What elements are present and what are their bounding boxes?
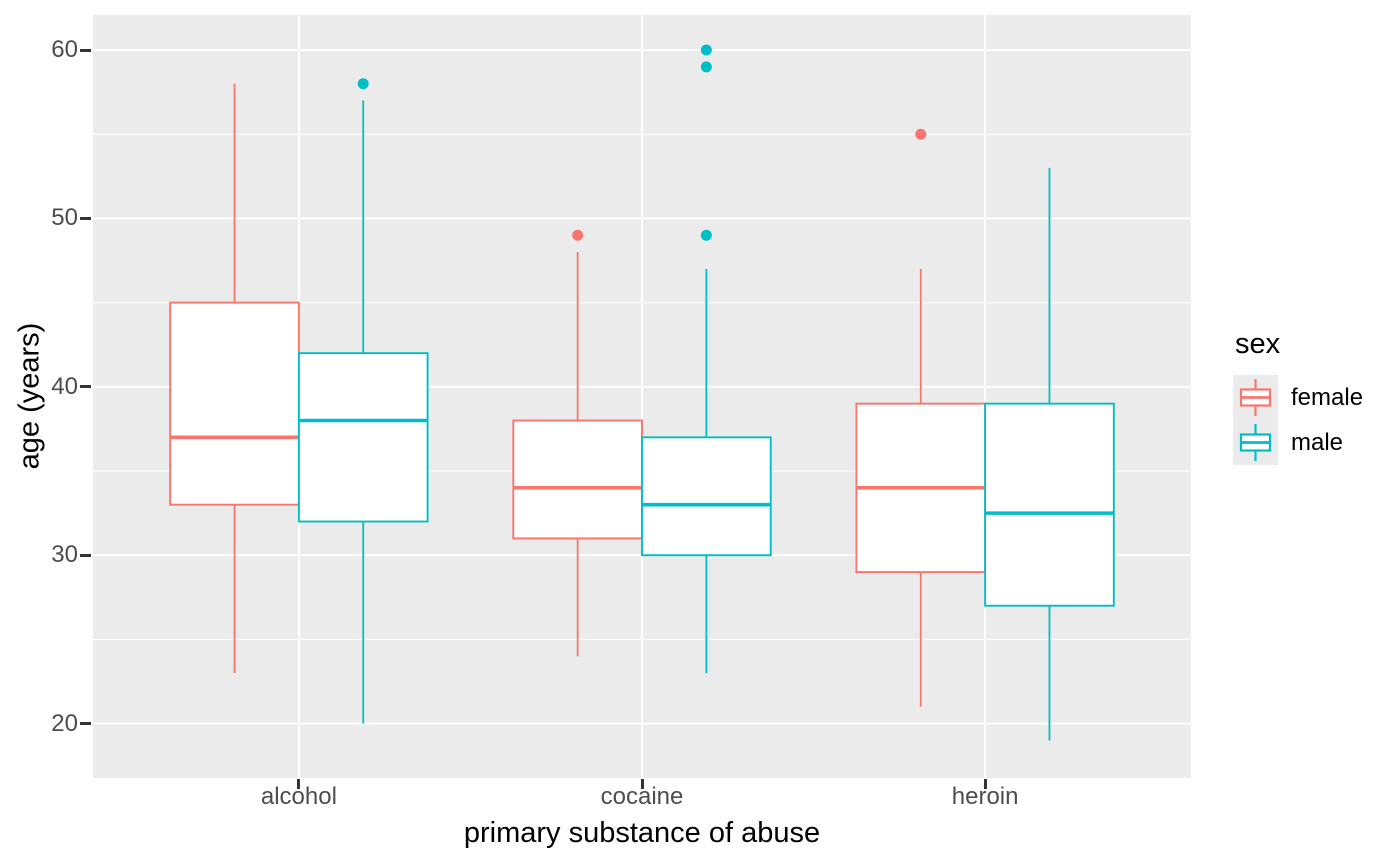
legend-entry-male: male: [1233, 420, 1363, 465]
y-tick-mark: [80, 385, 91, 389]
y-tick-mark: [80, 722, 91, 726]
boxplot-key-icon: [1233, 375, 1278, 420]
y-tick-mark: [80, 553, 91, 557]
y-tick-mark: [80, 48, 91, 52]
boxplot-canvas: [93, 15, 1191, 778]
y-tick-label-50: 50: [51, 204, 78, 232]
x-tick-mark: [640, 779, 644, 789]
legend-title: sex: [1235, 328, 1281, 360]
plot-panel: [93, 15, 1191, 778]
y-tick-label-60: 60: [51, 36, 78, 64]
legend-label-female: female: [1291, 383, 1364, 411]
y-tick-label-30: 30: [51, 541, 78, 569]
legend-label-male: male: [1291, 428, 1344, 456]
y-tick-label-40: 40: [51, 372, 78, 400]
legend: sex female male: [1233, 328, 1363, 465]
legend-entry-female: female: [1233, 375, 1363, 420]
y-tick-label-20: 20: [51, 709, 78, 737]
y-tick-mark: [80, 216, 91, 220]
x-tick-mark: [983, 779, 987, 789]
boxplot-key-icon: [1233, 420, 1278, 465]
x-tick-mark: [297, 779, 301, 789]
x-axis-title: primary substance of abuse: [463, 817, 821, 849]
